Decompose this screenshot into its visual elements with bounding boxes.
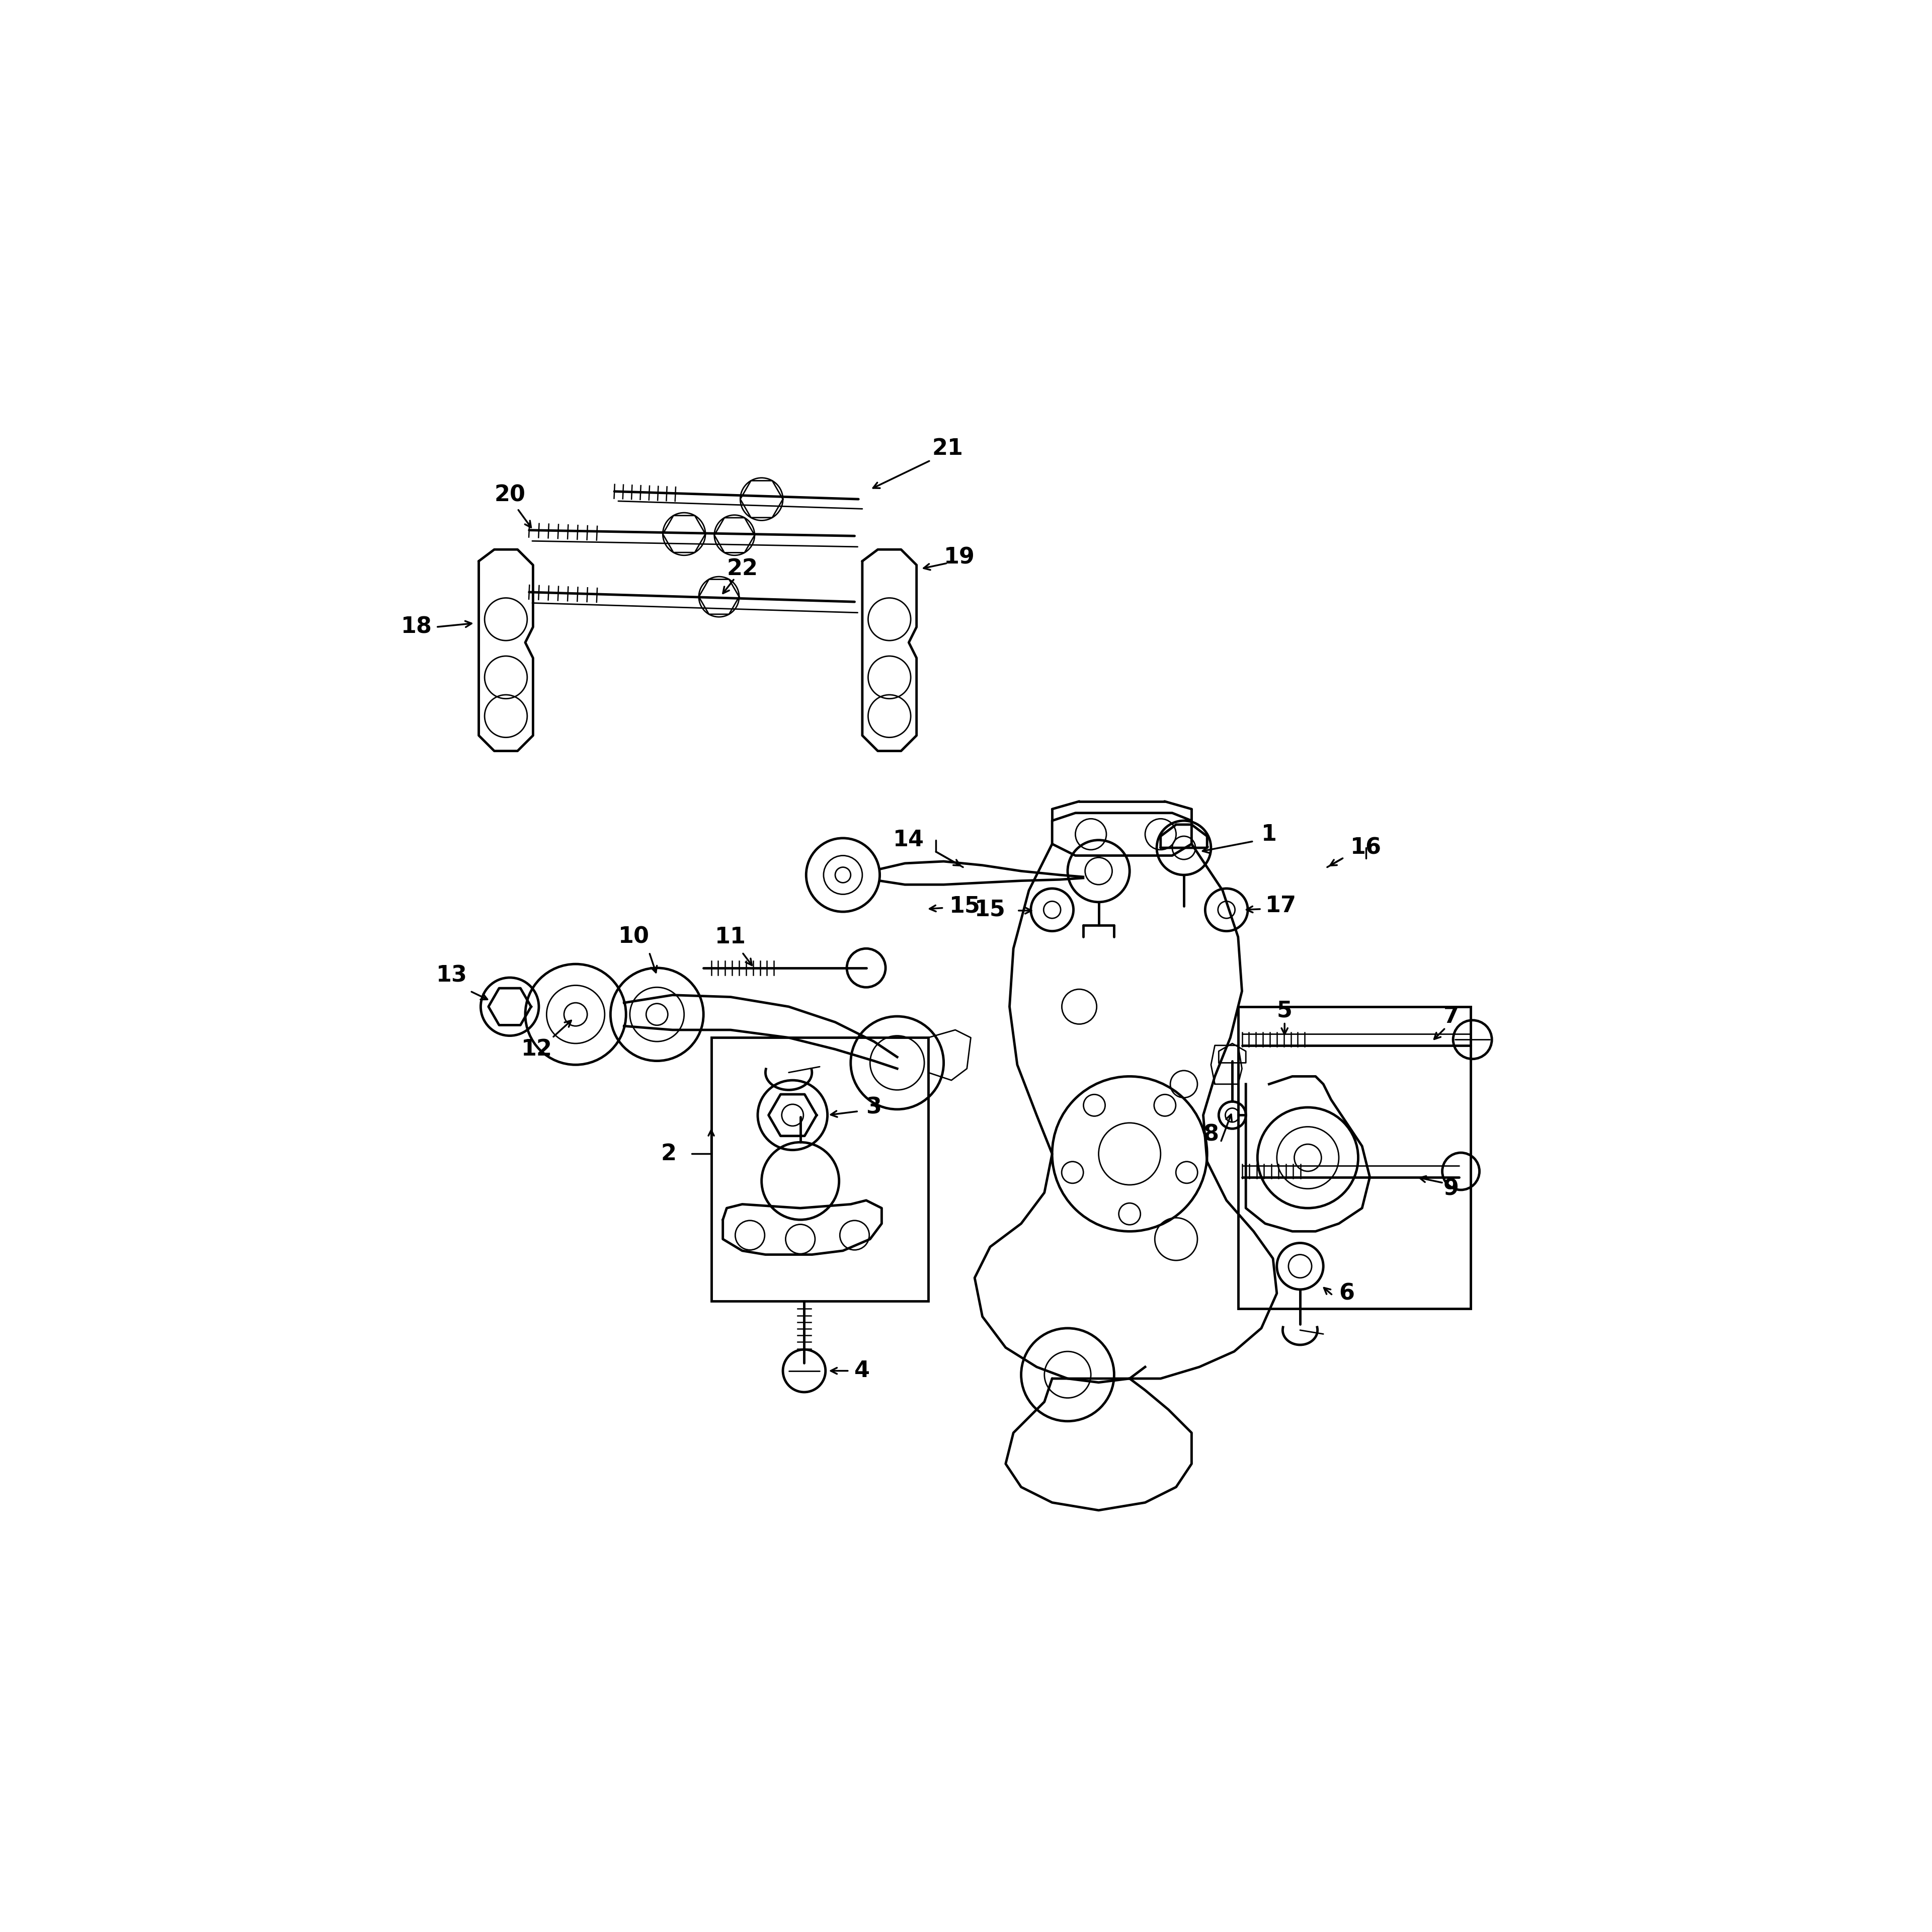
Text: 4: 4 [854,1360,869,1381]
Text: 17: 17 [1265,895,1296,918]
Text: 9: 9 [1443,1179,1459,1200]
Text: 19: 19 [943,547,976,568]
Text: 2: 2 [661,1144,676,1165]
Text: 7: 7 [1443,1005,1459,1028]
Text: 11: 11 [715,925,746,949]
Text: 12: 12 [522,1039,553,1061]
Text: 6: 6 [1339,1283,1354,1304]
Text: 10: 10 [618,925,649,949]
Text: 15: 15 [949,895,981,918]
Text: 1: 1 [1262,823,1277,844]
Bar [711,1037,927,1300]
Text: 13: 13 [437,964,468,987]
Text: 15: 15 [974,898,1007,922]
Bar [1238,1007,1470,1308]
Text: 18: 18 [402,616,433,638]
Text: 5: 5 [1277,999,1293,1022]
Text: 14: 14 [893,829,923,850]
Text: 20: 20 [495,485,526,506]
Text: 22: 22 [726,558,757,580]
Text: 8: 8 [1204,1124,1219,1146]
Text: 3: 3 [866,1097,881,1119]
Text: 16: 16 [1350,837,1381,858]
Text: 21: 21 [931,439,964,460]
